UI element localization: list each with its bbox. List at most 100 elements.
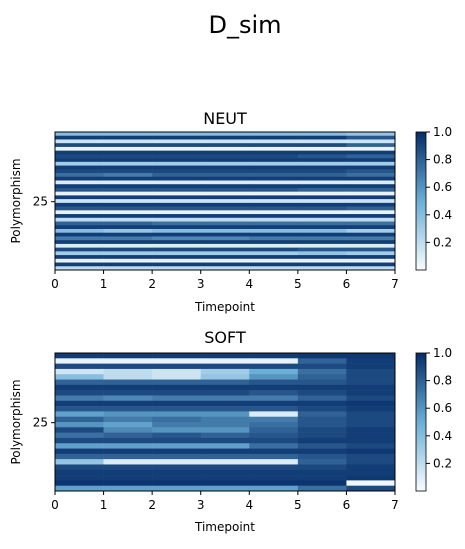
heatmap-cell — [297, 184, 347, 189]
colorbar-segment — [416, 415, 426, 418]
heatmap-cell — [200, 184, 250, 189]
heatmap-cell — [249, 422, 299, 428]
heatmap-cell — [200, 416, 250, 423]
heatmap-cell — [103, 422, 153, 428]
heatmap-cell — [103, 232, 153, 237]
colorbar-segment — [416, 214, 426, 218]
heatmap-cell — [152, 206, 202, 211]
heatmap-cell — [103, 443, 153, 449]
heatmap-cell — [152, 258, 202, 263]
heatmap-cell — [152, 199, 202, 204]
heatmap-cell — [103, 406, 153, 412]
colorbar-segment — [416, 387, 426, 391]
heatmap-cell — [297, 379, 347, 386]
heatmap-cell — [55, 247, 104, 252]
colorbar-segment — [416, 205, 426, 209]
heatmap-cell — [152, 266, 202, 271]
colorbar-segment — [416, 412, 426, 416]
heatmap-cell — [346, 225, 396, 230]
heatmap-cell — [346, 195, 396, 200]
heatmap-cell — [200, 217, 250, 222]
colorbar-segment — [416, 433, 426, 437]
heatmap-cell — [152, 187, 202, 192]
heatmap-cell — [297, 255, 347, 260]
heatmap-cell — [200, 169, 250, 174]
colorbar-segment — [416, 221, 426, 225]
heatmap-cell — [346, 448, 396, 455]
heatmap-cell — [346, 221, 396, 226]
colorbar-segment — [416, 366, 426, 370]
heatmap-cell — [103, 139, 153, 144]
heatmap-cell — [297, 139, 347, 144]
heatmap-cell — [152, 411, 202, 417]
heatmap-cell — [103, 195, 153, 200]
heatmap-cell — [297, 158, 347, 163]
heatmap-cell — [249, 247, 299, 252]
heatmap-cell — [297, 368, 347, 375]
heatmap-cell — [103, 240, 153, 245]
heatmap-cell — [55, 384, 104, 391]
colorbar-segment — [416, 155, 426, 158]
heatmap-cell — [297, 165, 347, 170]
heatmap-cell — [346, 480, 396, 486]
colorbar-segment — [416, 359, 426, 363]
heatmap-cell — [152, 406, 202, 412]
colorbar-tick-label: 1.0 — [433, 346, 452, 360]
colorbar-segment — [416, 385, 426, 388]
heatmap-cell — [249, 199, 299, 204]
heatmap-cell — [249, 206, 299, 211]
heatmap-cell — [103, 247, 153, 252]
heatmap-cell — [249, 154, 299, 159]
heatmap-cell — [249, 158, 299, 163]
heatmap-cell — [297, 132, 347, 137]
colorbar-tick-label: 0.2 — [433, 235, 452, 249]
heatmap-cell — [249, 191, 299, 196]
heatmap-cell — [297, 437, 347, 444]
heatmap-cell — [297, 390, 347, 396]
heatmap-cell — [200, 262, 250, 267]
heatmap-cell — [152, 453, 202, 460]
heatmap-cell — [249, 184, 299, 189]
heatmap-cell — [200, 358, 250, 364]
heatmap-cell — [200, 232, 250, 237]
heatmap-cell — [103, 374, 153, 380]
colorbar-segment — [416, 219, 426, 223]
heatmap-cell — [297, 169, 347, 174]
colorbar-segment — [416, 472, 426, 476]
colorbar-segment — [416, 228, 426, 232]
heatmap-cell — [249, 469, 299, 476]
heatmap-cell — [249, 363, 299, 370]
heatmap-cell — [297, 240, 347, 245]
heatmap-cell — [346, 161, 396, 166]
colorbar-segment — [416, 445, 426, 448]
heatmap-cell — [103, 221, 153, 226]
colorbar-segment — [416, 458, 426, 462]
colorbar-segment — [416, 207, 426, 211]
colorbar-segment — [416, 456, 426, 460]
heatmap-cell — [297, 236, 347, 241]
colorbar-segment — [416, 364, 426, 368]
heatmap-cell — [103, 395, 153, 402]
colorbar-segment — [416, 194, 426, 197]
heatmap-cell — [103, 225, 153, 230]
heatmap-cell — [297, 195, 347, 200]
heatmap-cell — [55, 390, 104, 396]
heatmap-cell — [249, 187, 299, 192]
heatmap-cell — [103, 255, 153, 260]
colorbar-segment — [416, 373, 426, 377]
heatmap-cell — [249, 165, 299, 170]
heatmap-cell — [346, 443, 396, 449]
heatmap-cell — [297, 258, 347, 263]
heatmap-cell — [103, 158, 153, 163]
heatmap-cell — [103, 143, 153, 148]
x-tick-label: 0 — [51, 498, 59, 512]
colorbar-segment — [416, 426, 426, 430]
heatmap-cell — [103, 437, 153, 444]
heatmap-cell — [55, 135, 104, 140]
heatmap-cell — [200, 475, 250, 481]
heatmap-cell — [200, 464, 250, 471]
heatmap-cell — [200, 411, 250, 417]
heatmap-cell — [152, 210, 202, 215]
heatmap-cell — [297, 154, 347, 159]
